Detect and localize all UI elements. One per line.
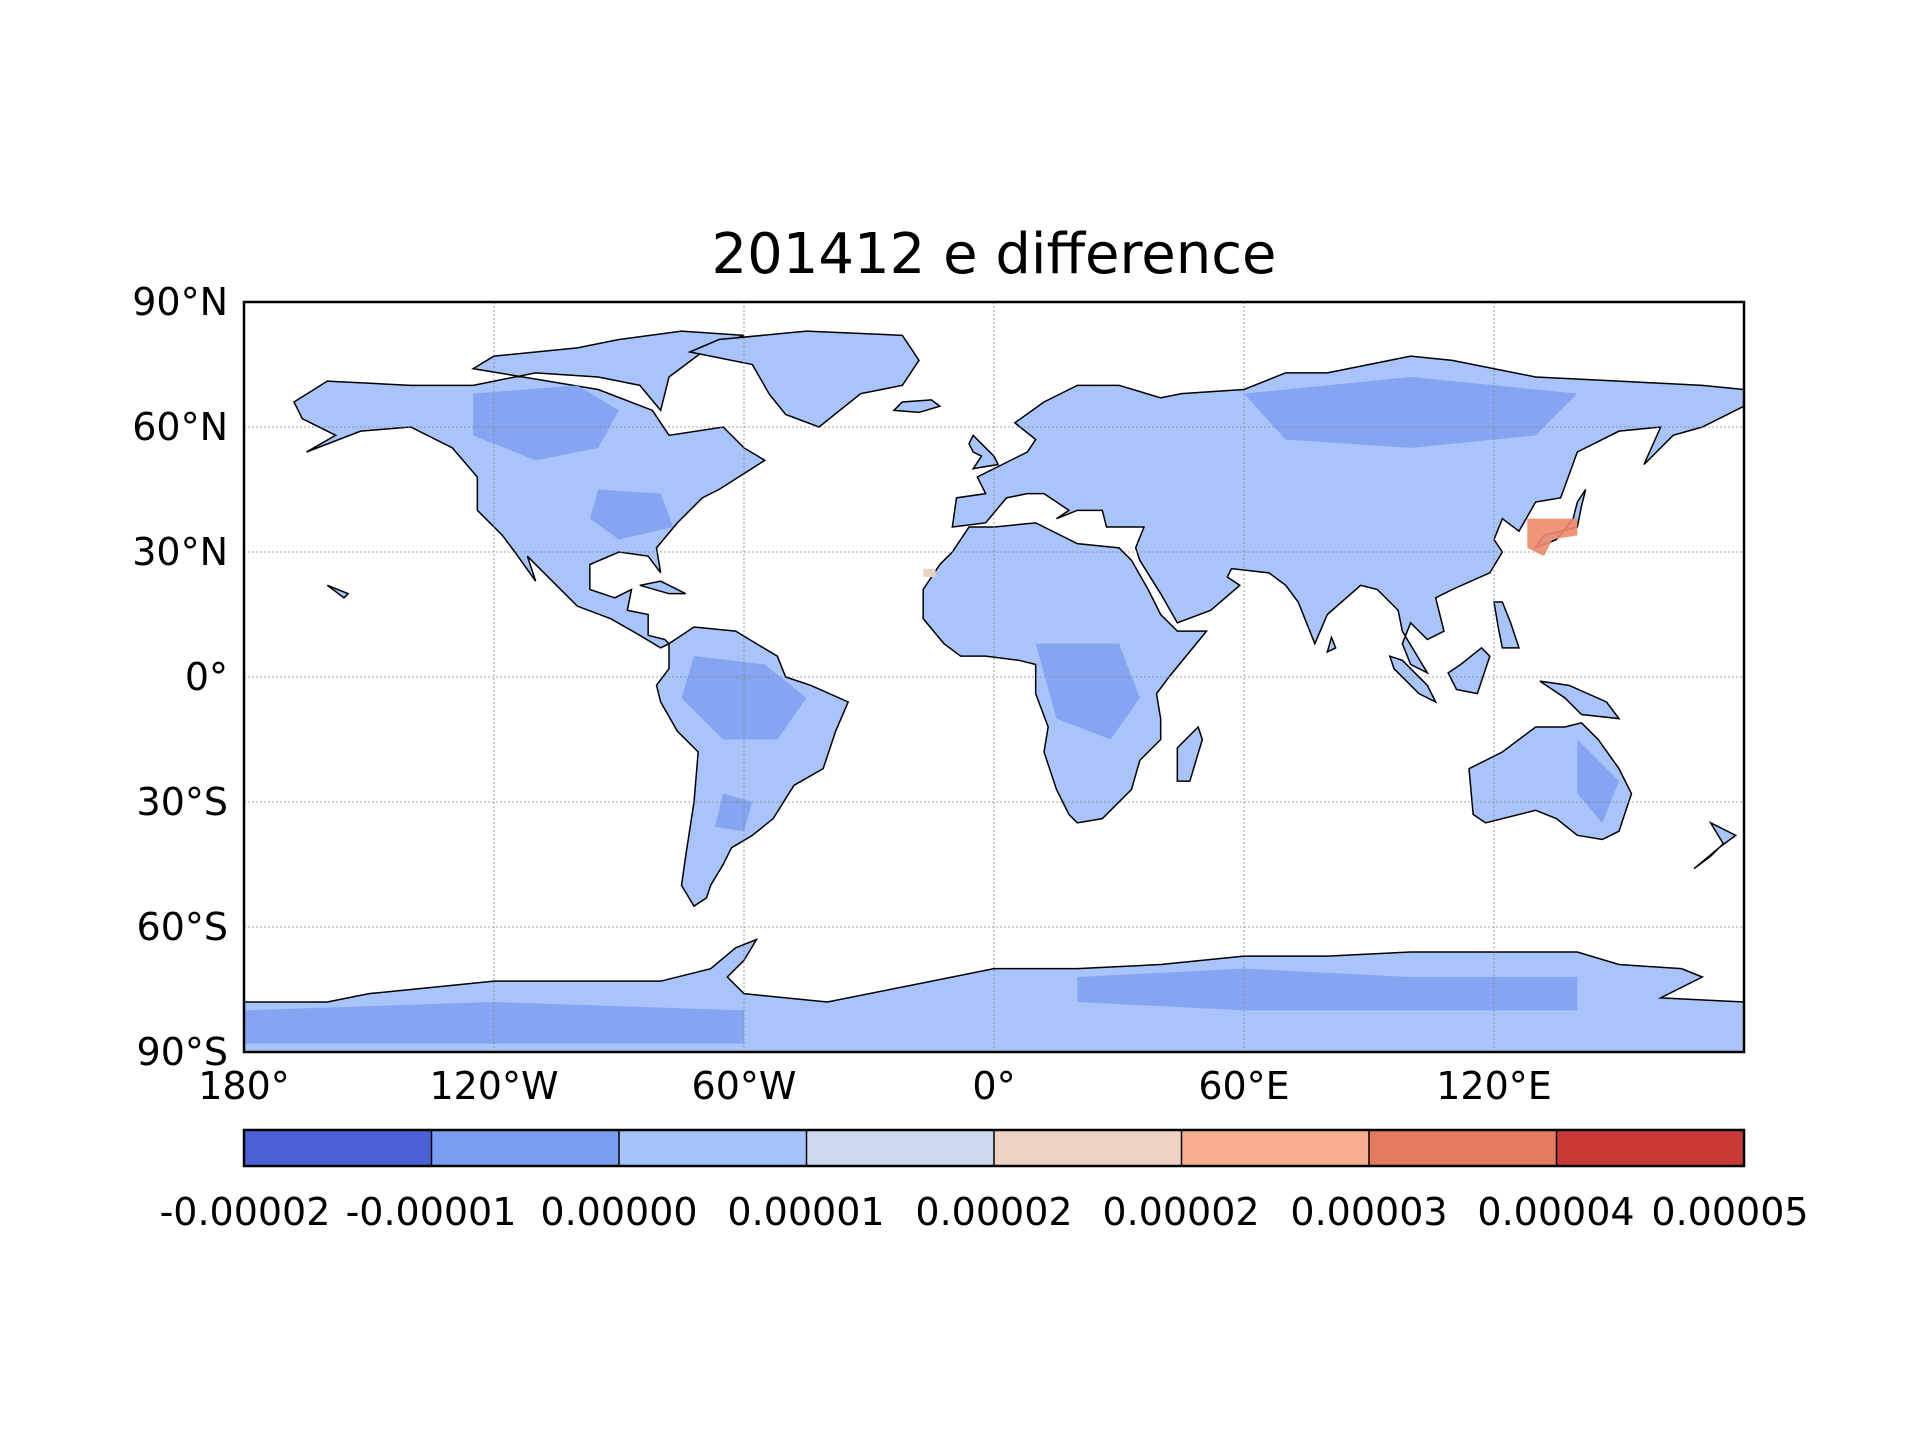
landmass-north-america	[293, 330, 767, 649]
x-tick-label: 120°W	[429, 1064, 559, 1108]
colorbar-label: 0.00003	[1290, 1190, 1448, 1234]
map-frame	[242, 300, 1746, 1054]
anomaly-region-us-east	[589, 489, 674, 540]
anomaly-region-central-africa	[1035, 643, 1140, 740]
landmass-iceland	[892, 399, 942, 414]
y-tick-label: 60°N	[132, 405, 228, 449]
x-tick-label: 120°E	[1436, 1064, 1552, 1108]
landmass-hawaii	[326, 584, 350, 599]
landmass-greenland	[687, 330, 920, 428]
landmass-australia	[1468, 722, 1633, 841]
colorbar-segment	[619, 1130, 807, 1166]
colorbar-label: 0.00002	[915, 1190, 1073, 1234]
colorbar-label: 0.00000	[540, 1190, 698, 1234]
colorbar-label: 0.00002	[1102, 1190, 1260, 1234]
x-tick-label: 60°W	[691, 1064, 797, 1108]
anomaly-region-japan-positive	[1527, 518, 1578, 557]
landmass-philippines	[1493, 601, 1521, 649]
y-tick-label: 90°N	[132, 280, 228, 324]
landmass-eurasia	[951, 355, 1744, 675]
anomaly-region-argentina	[714, 793, 753, 832]
anomaly-layer	[923, 518, 1578, 577]
x-tick-label: 0°	[972, 1064, 1016, 1108]
x-tick-label: 60°E	[1198, 1064, 1290, 1108]
landmass-borneo	[1447, 646, 1491, 695]
colorbar-segment	[994, 1130, 1182, 1166]
y-tick-label: 0°	[184, 655, 228, 699]
landmass-indonesia-sumatra	[1388, 654, 1438, 704]
colorbar-label: 0.00005	[1651, 1190, 1809, 1234]
x-tick-label: 180°	[198, 1064, 290, 1108]
y-tick-label: 30°S	[136, 780, 228, 824]
anomaly-region-antarctica-east	[1077, 968, 1578, 1011]
colorbar-segment	[1369, 1130, 1557, 1166]
y-tick-label: 60°S	[136, 905, 228, 949]
anomaly-region-atlantic-positive	[923, 568, 936, 577]
colorbar-frame	[242, 1128, 1746, 1168]
y-tick-label: 90°S	[136, 1030, 228, 1074]
colorbar-label: 0.00004	[1477, 1190, 1635, 1234]
landmass-uk	[968, 434, 1000, 470]
colorbar	[242, 1128, 1746, 1168]
landmass-madagascar	[1176, 725, 1204, 782]
y-tick-label: 30°N	[132, 530, 228, 574]
colorbar-label: 0.00001	[727, 1190, 885, 1234]
colorbar-label: -0.00001	[345, 1190, 517, 1234]
landmass-new-guinea	[1539, 680, 1621, 720]
colorbar-segment	[1556, 1130, 1744, 1166]
colorbar-segment	[244, 1130, 432, 1166]
landmass-cuba	[639, 580, 687, 595]
colorbar-segment	[431, 1130, 619, 1166]
gridlines	[244, 302, 1744, 1052]
anomaly-region-canada-interior	[473, 385, 619, 461]
landmass-new-zealand	[1693, 821, 1738, 870]
map-title: 201412 e difference	[711, 222, 1277, 287]
colorbar-segment	[806, 1130, 994, 1166]
landmass-sri-lanka	[1326, 635, 1337, 654]
colorbar-segment	[1181, 1130, 1369, 1166]
colorbar-label: -0.00002	[159, 1190, 331, 1234]
